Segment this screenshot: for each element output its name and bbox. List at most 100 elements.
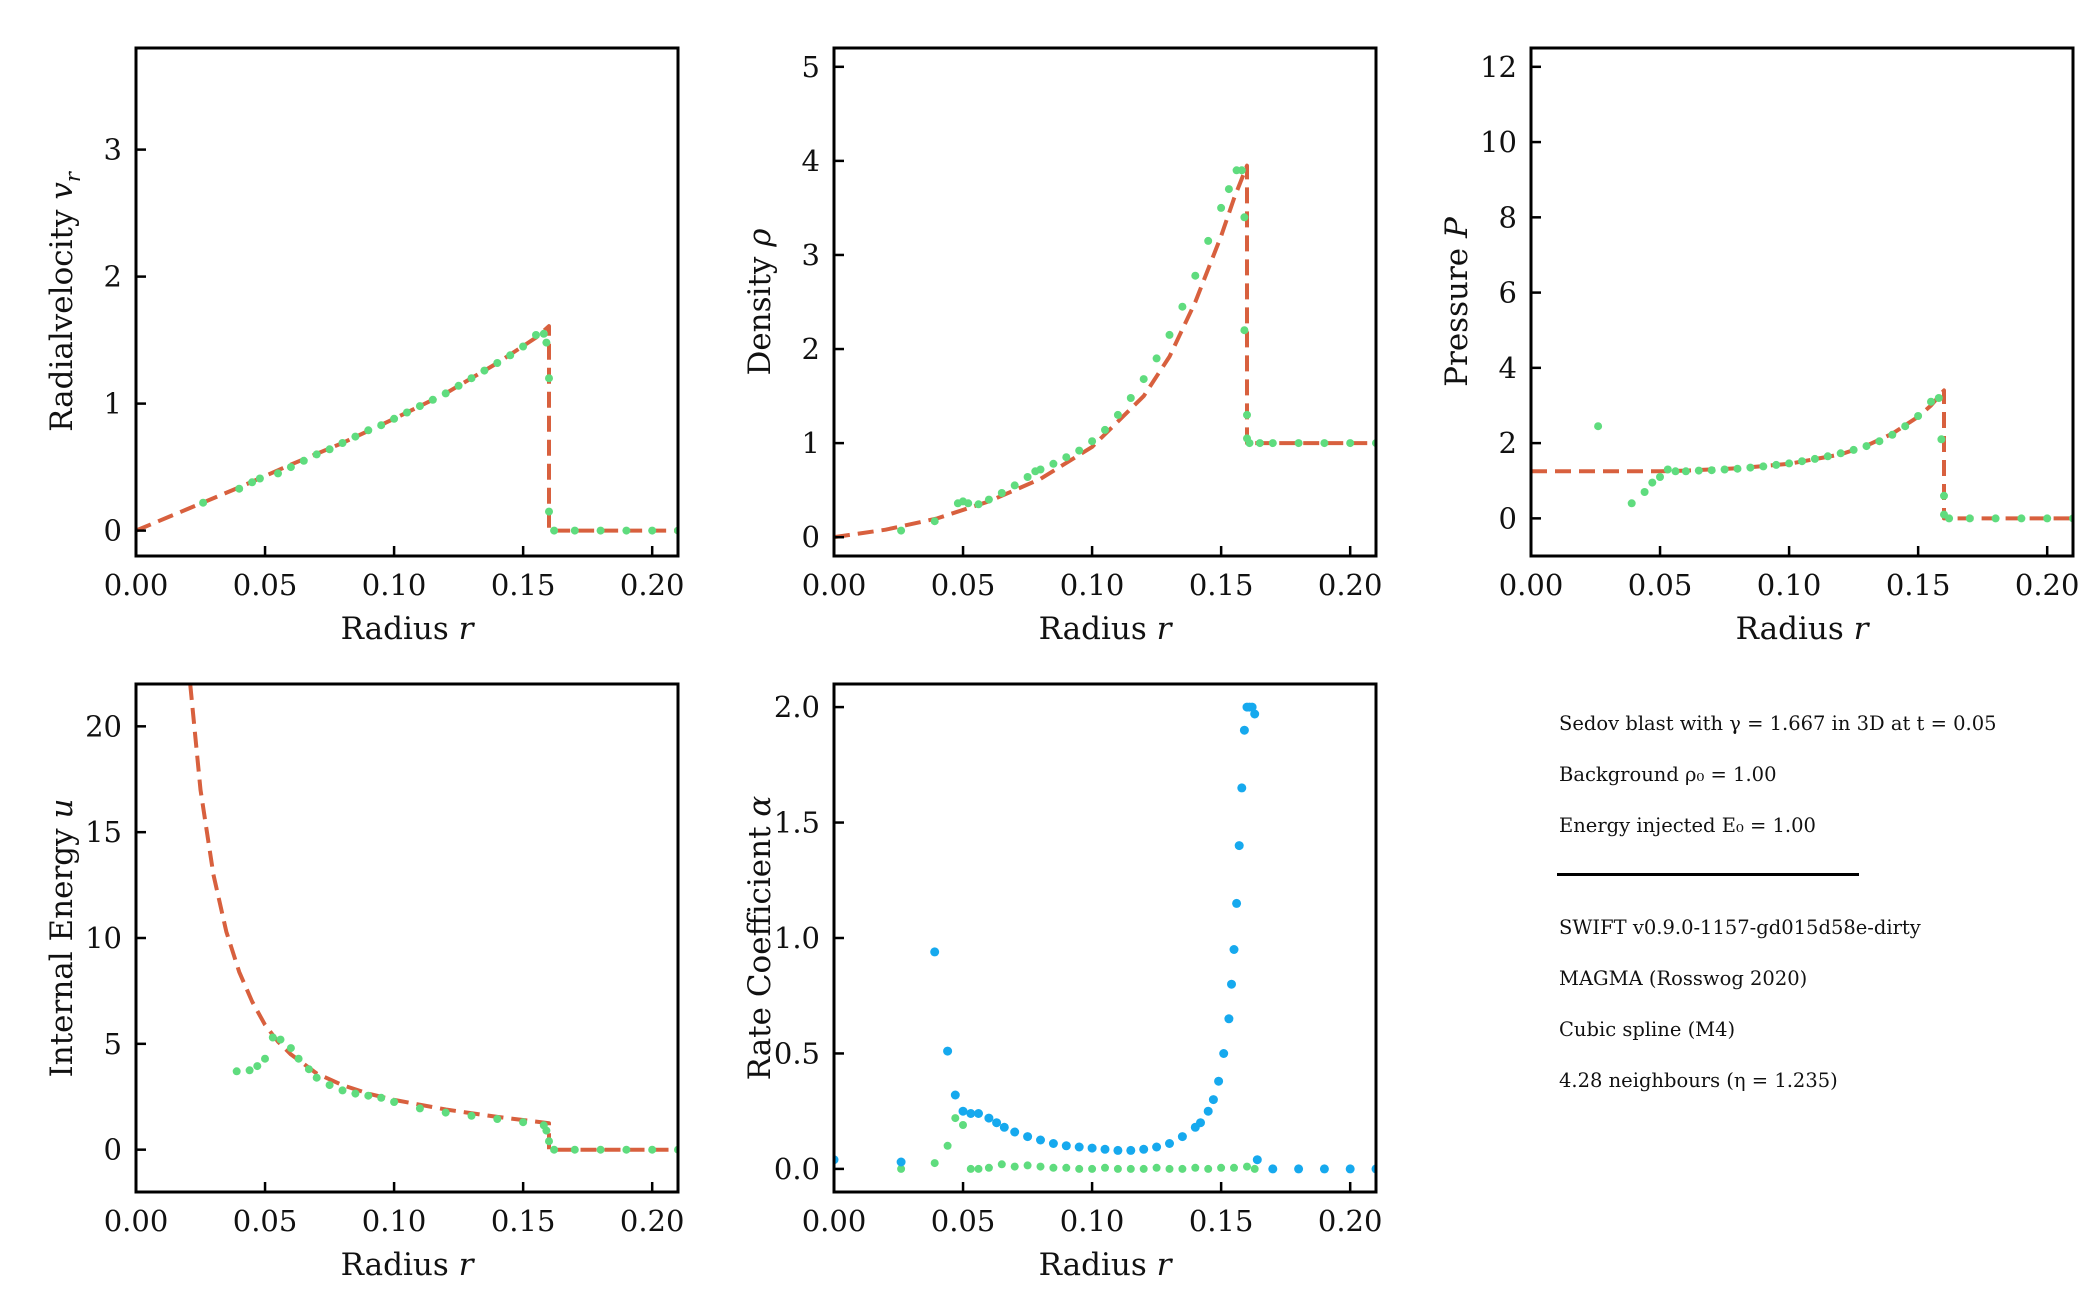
beta-point — [1010, 1162, 1019, 1171]
simulation-point — [1237, 166, 1246, 175]
simulation-point — [648, 1145, 657, 1154]
alpha-point — [1139, 1144, 1149, 1154]
simulation-point — [1088, 437, 1097, 446]
simulation-point — [1707, 466, 1716, 475]
x-tick-label: 0.20 — [620, 1204, 685, 1238]
simulation-point — [1862, 442, 1871, 451]
x-axis-label: Radius r — [1039, 611, 1174, 647]
simulation-point — [1036, 465, 1045, 474]
simulation-point — [1663, 465, 1672, 474]
y-axis-label: Density ρ — [742, 228, 778, 375]
simulation-point — [519, 1118, 528, 1127]
x-tick-label: 0.10 — [1060, 568, 1125, 602]
x-tick-label: 0.15 — [1189, 568, 1254, 602]
y-tick-label: 3 — [802, 238, 820, 272]
info-line-1: Sedov blast with γ = 1.667 in 3D at t = … — [1559, 712, 1997, 735]
simulation-point — [1875, 437, 1884, 446]
simulation-point — [351, 1089, 360, 1098]
panel-energy: 0.00 0.05 0.10 0.15 0.20 0 5 10 15 20 Radius r Inte… — [44, 682, 685, 1283]
simulation-point — [1294, 439, 1303, 448]
x-tick-label: 0.15 — [491, 1204, 556, 1238]
simulation-point — [467, 1111, 476, 1120]
simulation-point — [1062, 453, 1071, 462]
simulation-point — [1126, 394, 1135, 402]
simulation-point — [1810, 454, 1819, 463]
simulation-point — [1733, 464, 1742, 473]
alpha-point — [943, 1046, 953, 1056]
beta-point — [1126, 1164, 1135, 1173]
simulation-point — [1255, 439, 1264, 448]
info-line-3: Energy injected E₀ = 1.00 — [1559, 814, 1816, 837]
simulation-point — [1823, 452, 1832, 461]
simulation-point — [338, 1086, 347, 1095]
analytic-solution-line — [188, 684, 678, 1152]
y-tick-label: 0 — [1499, 501, 1517, 535]
y-tick-label: 1.0 — [774, 921, 820, 955]
beta-point — [1088, 1164, 1097, 1173]
beta-point — [959, 1121, 967, 1129]
y-axis-label: Pressure P — [1439, 216, 1475, 387]
simulation-point — [550, 1145, 559, 1154]
simulation-point — [1240, 326, 1249, 335]
simulation-point — [235, 484, 244, 493]
beta-point — [1023, 1161, 1032, 1170]
info-line-7: 4.28 neighbours (η = 1.235) — [1559, 1069, 1838, 1092]
simulation-point — [1049, 459, 1058, 468]
simulation-point — [304, 1065, 313, 1074]
beta-point — [1049, 1163, 1058, 1172]
alpha-point — [1237, 783, 1247, 793]
simulation-point — [974, 500, 983, 509]
simulation-point — [545, 507, 553, 516]
beta-point — [930, 1159, 939, 1168]
y-tick-label: 0 — [104, 1133, 122, 1167]
x-tick-label: 0.20 — [1318, 568, 1383, 602]
simulation-point — [248, 478, 257, 487]
simulation-point — [403, 408, 411, 417]
x-tick-label: 0.15 — [1886, 568, 1951, 602]
simulation-point — [1965, 514, 1974, 523]
simulation-point — [1320, 439, 1329, 448]
y-axis-label: Internal Energy u — [44, 799, 80, 1078]
y-axis-label: Radialvelocity vr — [44, 170, 85, 432]
simulation-point — [415, 402, 424, 411]
alpha-point — [1232, 898, 1242, 908]
x-tick-label: 0.05 — [931, 568, 996, 602]
info-line-5: MAGMA (Rosswog 2020) — [1559, 967, 1808, 990]
y-tick-label: 2 — [1499, 426, 1517, 460]
simulation-point — [532, 331, 540, 339]
x-tick-label: 0.10 — [1757, 568, 1822, 602]
y-tick-label: 10 — [85, 921, 122, 955]
axes-frame — [134, 46, 680, 558]
x-tick-label: 0.00 — [104, 1204, 169, 1238]
y-tick-label: 3 — [104, 133, 122, 167]
beta-point — [1191, 1163, 1200, 1172]
x-tick-label: 0.20 — [620, 568, 685, 602]
beta-point — [984, 1163, 993, 1172]
info-line-2: Background ρ₀ = 1.00 — [1559, 763, 1777, 786]
alpha-point — [1214, 1076, 1224, 1086]
simulation-point — [2043, 514, 2052, 523]
alpha-point — [1165, 1139, 1174, 1148]
simulation-point — [268, 1033, 277, 1042]
y-tick-label: 1 — [802, 426, 820, 460]
info-line-4: SWIFT v0.9.0-1157-gd015d58e-dirty — [1559, 916, 1921, 939]
simulation-point — [570, 526, 579, 535]
simulation-point — [1243, 410, 1251, 419]
alpha-point — [1113, 1145, 1123, 1155]
x-tick-label: 0.00 — [1499, 568, 1564, 602]
simulation-point — [997, 489, 1006, 497]
simulation-point — [519, 342, 528, 351]
alpha-point — [896, 1157, 906, 1167]
alpha-point — [1087, 1143, 1097, 1153]
simulation-point — [276, 1035, 285, 1044]
simulation-point — [1836, 449, 1845, 458]
axes-frame — [832, 46, 1378, 558]
info-line-6: Cubic spline (M4) — [1559, 1018, 1736, 1041]
y-tick-label: 5 — [802, 50, 820, 84]
beta-point — [1204, 1164, 1213, 1173]
x-tick-label: 0.10 — [1060, 1204, 1125, 1238]
y-tick-label: 1.5 — [774, 806, 820, 840]
y-tick-label: 15 — [85, 815, 122, 849]
simulation-point — [539, 329, 548, 338]
y-tick-label: 0.0 — [774, 1152, 820, 1186]
